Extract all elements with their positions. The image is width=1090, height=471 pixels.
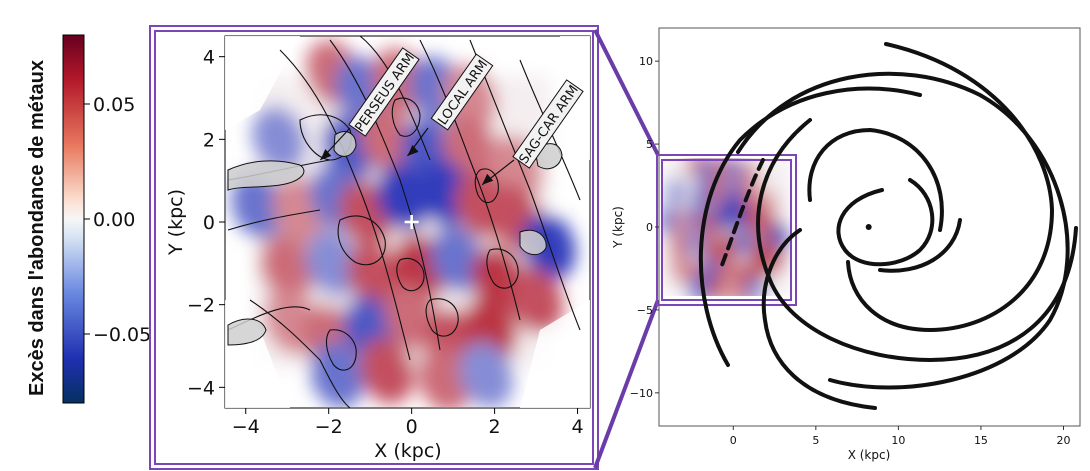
arrow-head [482,173,494,185]
spiral-arm [736,71,1070,390]
inset-cell [702,235,723,264]
spiral-arm [756,118,1078,363]
spiral-arm [846,42,1055,333]
zoom-connector-top [593,29,660,156]
galaxy-x-tick-label: 5 [812,434,819,447]
heatmap-cell [305,230,360,297]
galaxy-y-tick-label: −10 [630,387,653,400]
map-x-axis-label: X (kpc) [374,440,441,462]
arm-label-box [512,79,584,169]
heatmap-cell [417,345,472,408]
map-x-tick-label: −4 [232,416,260,438]
inset-cell [729,278,750,296]
heatmap-cell [231,172,286,239]
inset-cell [665,178,686,207]
colorbar-label: Excès dans l'abondance de métaux [26,60,48,396]
galactic-center-dot [865,224,872,230]
spiral-arm [807,127,944,232]
heatmap-cell [509,267,564,334]
inset-frame-outer [656,154,797,306]
heatmap-cell [384,283,439,351]
zoom-connector-bottom [593,299,660,469]
heatmap-cell [459,341,514,408]
map-y-axis-label: Y (kpc) [165,189,187,256]
inset-cell [707,275,728,296]
spiral-arms [698,42,1078,410]
heatmap-cell [309,341,365,408]
nodata-region [225,36,300,130]
inset-cell [745,276,766,296]
heatmap-cell [359,337,414,404]
colorbar-tick-label: 0.05 [93,94,135,116]
spiral-arm [698,86,922,367]
map-x-tick-label: 4 [572,416,584,438]
arrow-head [407,144,419,156]
spiral-arm [761,228,877,410]
left-panel-frame-outer [149,25,599,470]
colorbar: 0.05 0.00 −0.05 [62,34,151,404]
spiral-arm [836,178,935,267]
map-y-tick-label: 0 [203,212,215,234]
spiral-arm [878,218,962,273]
galaxy-y-tick-label: −5 [637,304,653,317]
colorbar-tick-label: 0.00 [93,209,135,231]
galaxy-x-tick-label: 0 [730,434,737,447]
map-axis-ticks: −4 −2 0 2 4 4 2 0 −2 −4 [187,47,584,438]
heatmap-cell [260,234,315,301]
inset-cell [713,202,734,231]
heatmap-cell [347,242,402,309]
galaxy-x-tick-label: 15 [974,434,988,447]
inset-cell [663,206,678,235]
arrow-head [320,149,332,160]
map-x-tick-label: −2 [315,416,343,438]
colorbar-gradient [62,34,85,404]
map-y-tick-label: 4 [203,47,215,69]
heatmap-cell [251,106,306,173]
arm-label-box [430,53,494,131]
map-x-tick-label: 0 [406,416,418,438]
inset-cell [669,231,689,260]
arm-tracer-shading [227,131,563,346]
sun-marker [404,215,419,229]
galaxy-overview: 0 5 10 15 20 10 5 0 −5 −10 X (kpc) Y (kpc) [611,27,1081,462]
heatmap-cell [376,164,431,231]
colorbar-tick-label: −0.05 [93,324,151,346]
heatmap-cell [430,226,485,293]
left-panel-frame-inner [154,30,594,465]
map-y-tick-label: −2 [187,295,215,317]
arm-label-box [348,47,420,137]
galaxy-x-tick-label: 10 [891,434,905,447]
galaxy-x-tick-label: 20 [1056,434,1070,447]
map-y-tick-label: 2 [203,129,215,151]
heatmap-cell [442,114,497,181]
colorbar-ticks: 0.05 0.00 −0.05 [84,94,151,346]
heatmap-blobs [231,40,576,408]
heatmap-cell [521,213,576,280]
galaxy-y-tick-label: 10 [639,55,653,68]
nodata-region [520,300,590,408]
map-x-tick-label: 2 [489,416,501,438]
local-arm-dashed [720,158,765,267]
inset-cell [734,228,755,257]
galaxy-y-axis-label: Y (kpc) [611,206,625,249]
galaxy-x-axis-label: X (kpc) [848,448,891,462]
galaxy-y-tick-label: 5 [646,138,653,151]
galaxy-y-tick-label: 0 [646,221,653,234]
map-y-tick-label: −4 [187,377,215,399]
galaxy-axis-ticks: 0 5 10 15 20 10 5 0 −5 −10 [630,55,1071,447]
